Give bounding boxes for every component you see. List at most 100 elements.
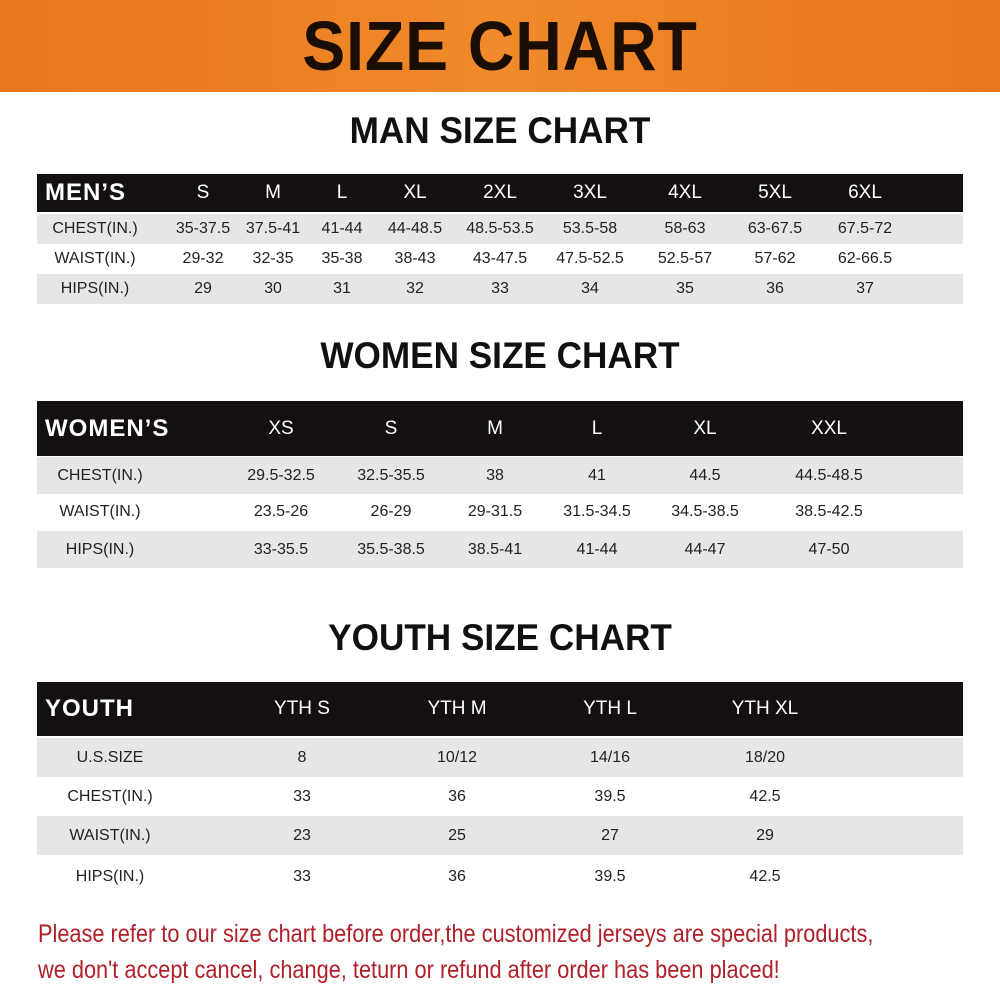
table-cell: 43-47.5 [472,250,528,267]
table-cell: 31 [333,280,351,297]
table-cell: 33 [293,867,311,885]
table-cell: 35.5-38.5 [357,540,425,558]
table-cell: 62-66.5 [837,250,893,267]
table-cell: 53.5-58 [562,220,618,237]
table-row: WAIST(IN.) 23 25 27 29 [37,816,963,855]
table-cell: 36 [448,787,466,805]
table-cell: 23.5-26 [253,502,309,520]
table-cell: 41-44 [321,220,363,237]
table-cell: 44.5 [689,466,721,484]
table-row: CHEST(IN.) 29.5-32.5 32.5-35.5 38 41 44.5 44.5… [37,457,963,494]
table-row: U.S.SIZE 8 10/12 14/16 18/20 [37,738,963,777]
table-cell: 29-31.5 [467,502,523,520]
table-cell: 32 [406,280,424,297]
size-column-header: 6XL [848,182,882,203]
size-column-header: 2XL [483,182,517,203]
table-cell: 27 [601,826,619,844]
table-cell: 58-63 [664,220,706,237]
table-cell: 10/12 [436,748,478,766]
table-cell: 32-35 [252,250,294,267]
table-cell: 52.5-57 [657,250,713,267]
table-cell: 33 [491,280,509,297]
table-header-label: YOUTH [45,695,134,722]
table-cell: 39.5 [594,787,626,805]
size-column-header: XXL [811,417,847,439]
size-column-header: YTH XL [731,698,799,719]
size-column-header: YTH S [274,698,330,719]
table-cell: 44-48.5 [387,220,443,237]
table-cell: 30 [264,280,282,297]
size-column-header: M [487,417,503,439]
table-cell: 29 [756,826,774,844]
notice-line-1: Please refer to our size chart before or… [38,920,874,948]
table-cell: 41-44 [576,540,618,558]
table-cell: 36 [766,280,784,297]
size-column-header: XS [268,417,294,439]
notice-line-2: we don't accept cancel, change, teturn o… [38,956,780,984]
table-row: WAIST(IN.) 29-32 32-35 35-38 38-43 43-47.5 47.… [37,244,963,274]
row-label: HIPS(IN.) [65,540,135,558]
table-cell: 32.5-35.5 [357,466,425,484]
row-label: CHEST(IN.) [52,220,138,237]
size-column-header: 5XL [758,182,792,203]
table-cell: 14/16 [589,748,631,766]
size-column-header: S [196,182,210,203]
table-row: CHEST(IN.) 33 36 39.5 42.5 [37,777,963,816]
row-label: WAIST(IN.) [69,826,151,844]
youth-heading: YOUTH SIZE CHART [328,617,672,658]
table-cell: 47.5-52.5 [556,250,624,267]
table-cell: 33 [293,787,311,805]
table-row: HIPS(IN.) 33-35.5 35.5-38.5 38.5-41 41-44 44-… [37,531,963,568]
table-cell: 29.5-32.5 [247,466,315,484]
table-cell: 47-50 [808,540,850,558]
table-cell: 25 [448,826,466,844]
table-row: WAIST(IN.) 23.5-26 26-29 29-31.5 31.5-34.5 34… [37,493,963,530]
table-cell: 38-43 [394,250,436,267]
size-column-header: XL [403,182,427,203]
table-cell: 31.5-34.5 [563,502,631,520]
table-cell: 44-47 [684,540,726,558]
page-title: SIZE CHART [302,7,698,85]
table-cell: 33-35.5 [253,540,309,558]
table-header-label: MEN’S [45,179,127,206]
table-cell: 26-29 [370,502,412,520]
table-row: HIPS(IN.) 33 36 39.5 42.5 [37,857,963,896]
table-header-label: WOMEN’S [45,414,170,442]
table-cell: 38.5-42.5 [795,502,863,520]
table-cell: 48.5-53.5 [466,220,534,237]
table-cell: 35-37.5 [175,220,231,237]
size-column-header: S [384,417,398,439]
table-cell: 29-32 [182,250,224,267]
row-label: WAIST(IN.) [59,502,141,520]
table-header-row: YOUTH YTH S YTH M YTH L YTH XL [37,682,963,736]
table-row: CHEST(IN.) 35-37.5 37.5-41 41-44 44-48.5 48.5… [37,214,963,244]
size-column-header: L [336,182,348,203]
size-column-header: YTH L [583,698,637,719]
table-row: HIPS(IN.) 29 30 31 32 33 34 35 36 37 [37,274,963,304]
women-heading: WOMEN SIZE CHART [320,335,680,376]
table-cell: 23 [293,826,311,844]
table-cell: 38.5-41 [467,540,523,558]
table-cell: 42.5 [749,787,781,805]
table-cell: 18/20 [744,748,786,766]
table-cell: 63-67.5 [747,220,803,237]
title-banner: SIZE CHART [0,0,1000,92]
table-cell: 57-62 [754,250,796,267]
table-cell: 41 [588,466,606,484]
table-cell: 38 [486,466,504,484]
size-column-header: L [591,417,603,439]
size-column-header: 4XL [668,182,702,203]
table-cell: 36 [448,867,466,885]
size-column-header: 3XL [573,182,607,203]
table-cell: 8 [297,748,307,766]
table-cell: 34.5-38.5 [671,502,739,520]
table-cell: 44.5-48.5 [795,466,863,484]
table-cell: 67.5-72 [837,220,893,237]
row-label: HIPS(IN.) [60,280,130,297]
table-cell: 29 [194,280,212,297]
table-cell: 39.5 [594,867,626,885]
table-cell: 37 [856,280,874,297]
table-cell: 37.5-41 [245,220,301,237]
size-column-header: XL [693,417,717,439]
row-label: CHEST(IN.) [57,466,143,484]
